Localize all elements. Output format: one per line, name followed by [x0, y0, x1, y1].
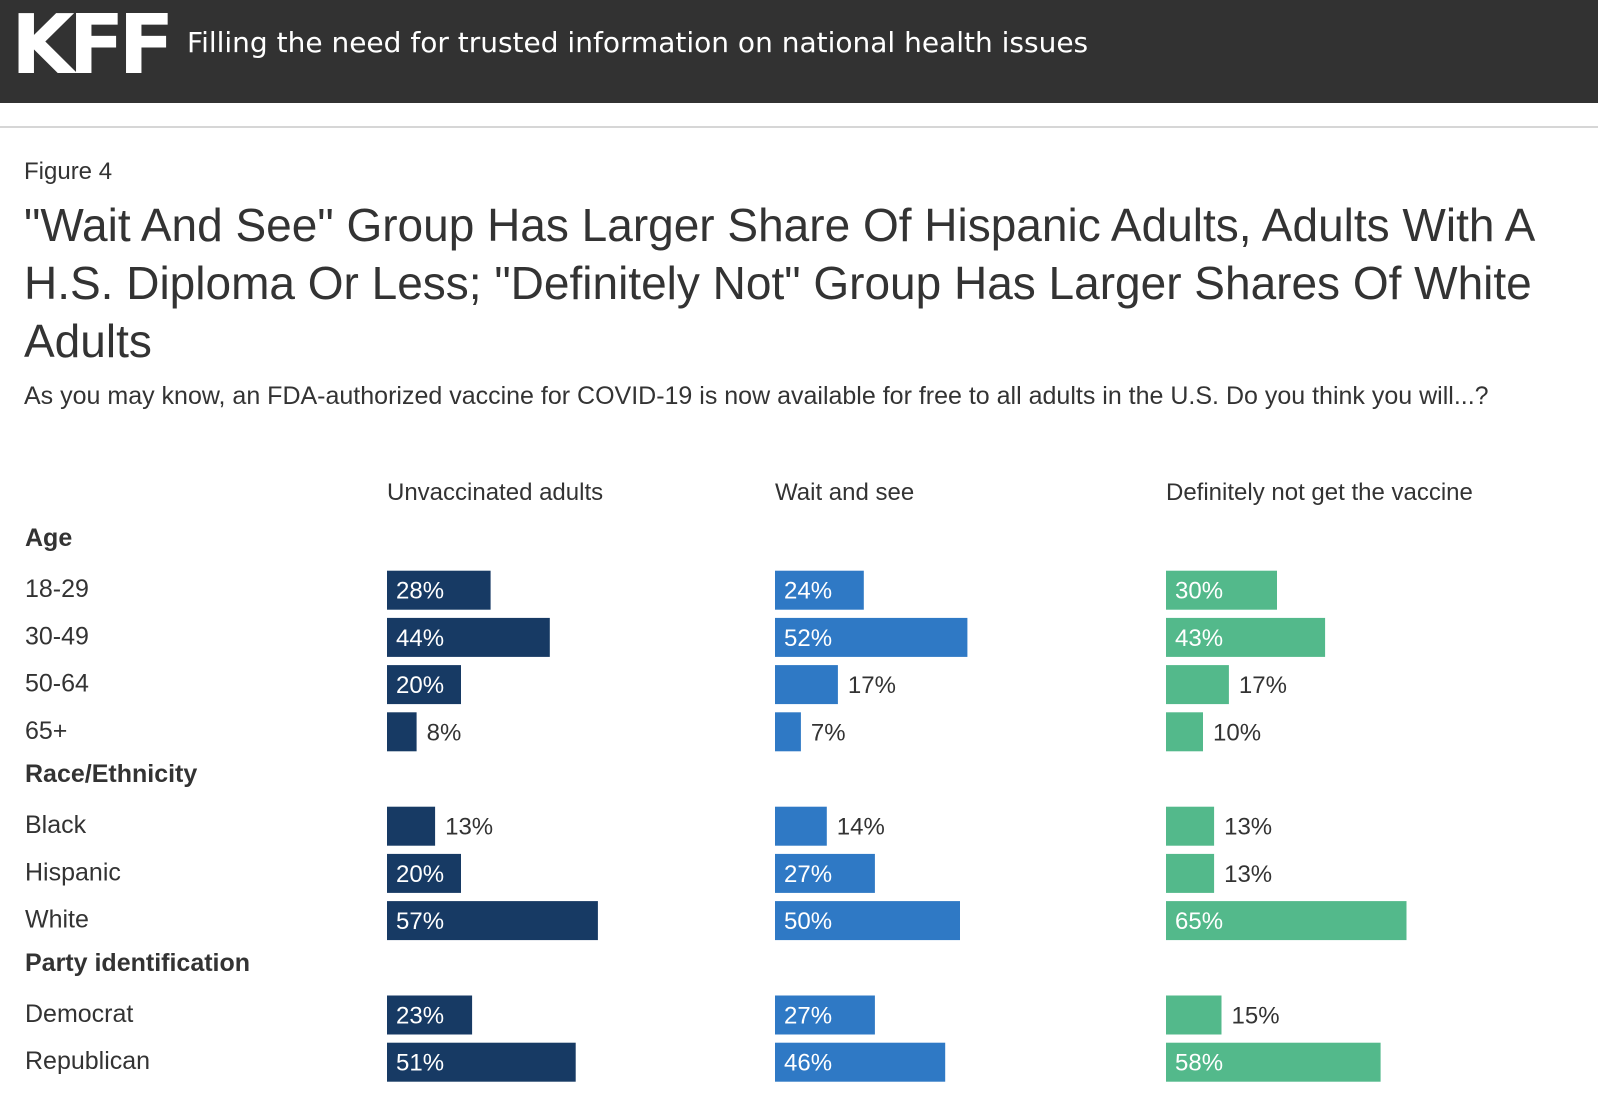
group-heading-age: Age [25, 524, 72, 552]
site-header: KFF Filling the need for trusted informa… [0, 0, 1598, 103]
row-label-hispanic: Hispanic [25, 858, 121, 886]
bar-wait-and-see-18-29 [775, 570, 864, 610]
data-label-definitely-not-get-the-vaccine-18-29: 30% [1175, 578, 1223, 605]
data-label-definitely-not-get-the-vaccine-white: 65% [1175, 908, 1223, 935]
kff-logo[interactable]: KFF [11, 0, 175, 93]
bar-wait-and-see-hispanic [775, 853, 875, 893]
bar-definitely-not-get-the-vaccine-65 [1166, 712, 1203, 752]
bar-unvaccinated-adults-50-64 [387, 665, 461, 705]
bar-definitely-not-get-the-vaccine-50-64 [1166, 665, 1229, 705]
data-label-definitely-not-get-the-vaccine-black: 13% [1224, 814, 1272, 841]
data-label-unvaccinated-adults-black: 13% [445, 814, 493, 841]
bar-unvaccinated-adults-white [387, 901, 598, 941]
data-label-definitely-not-get-the-vaccine-democrat: 15% [1232, 1003, 1280, 1030]
bar-unvaccinated-adults-30-49 [387, 617, 550, 657]
data-label-unvaccinated-adults-hispanic: 20% [396, 861, 444, 888]
bar-definitely-not-get-the-vaccine-18-29 [1166, 570, 1277, 610]
data-label-wait-and-see-50-64: 17% [848, 672, 896, 699]
divider [0, 126, 1598, 128]
chart-title: "Wait And See" Group Has Larger Share Of… [24, 199, 1533, 367]
row-label-democrat: Democrat [25, 1000, 133, 1028]
data-label-wait-and-see-white: 50% [784, 908, 832, 935]
data-label-wait-and-see-65: 7% [811, 719, 846, 746]
data-label-definitely-not-get-the-vaccine-65: 10% [1213, 719, 1261, 746]
bar-definitely-not-get-the-vaccine-white [1166, 901, 1407, 941]
bar-unvaccinated-adults-65 [387, 712, 417, 752]
bar-definitely-not-get-the-vaccine-republican [1166, 1042, 1381, 1082]
bar-definitely-not-get-the-vaccine-democrat [1166, 995, 1222, 1035]
bar-wait-and-see-black [775, 806, 827, 846]
bar-definitely-not-get-the-vaccine-black [1166, 806, 1215, 846]
data-label-wait-and-see-18-29: 24% [784, 578, 832, 605]
bar-definitely-not-get-the-vaccine-hispanic [1166, 853, 1215, 893]
data-label-wait-and-see-democrat: 27% [784, 1003, 832, 1030]
series-header-definitely-not-get-the-vaccine: Definitely not get the vaccine [1166, 479, 1473, 506]
data-label-wait-and-see-republican: 46% [784, 1050, 832, 1077]
data-label-definitely-not-get-the-vaccine-hispanic: 13% [1224, 861, 1272, 888]
data-label-wait-and-see-black: 14% [837, 814, 885, 841]
bar-wait-and-see-white [775, 901, 960, 941]
data-label-unvaccinated-adults-30-49: 44% [396, 625, 444, 652]
bar-unvaccinated-adults-18-29 [387, 570, 491, 610]
bar-wait-and-see-democrat [775, 995, 875, 1035]
row-label-black: Black [25, 811, 87, 839]
figure-label: Figure 4 [24, 158, 113, 185]
bar-unvaccinated-adults-hispanic [387, 853, 461, 893]
row-label-republican: Republican [25, 1047, 150, 1075]
row-label-50-64: 50-64 [25, 670, 89, 698]
data-label-unvaccinated-adults-white: 57% [396, 908, 444, 935]
row-label-30-49: 30-49 [25, 622, 89, 650]
data-label-wait-and-see-hispanic: 27% [784, 861, 832, 888]
bar-chart: Unvaccinated adults Wait and see Definitel… [25, 479, 1473, 1082]
data-label-unvaccinated-adults-50-64: 20% [396, 672, 444, 699]
group-heading-party-identification: Party identification [25, 949, 250, 977]
data-label-unvaccinated-adults-republican: 51% [396, 1050, 444, 1077]
chart-subtitle: As you may know, an FDA-authorized vacci… [24, 382, 1489, 410]
data-label-unvaccinated-adults-65: 8% [427, 719, 462, 746]
bar-wait-and-see-30-49 [775, 617, 968, 657]
row-label-white: White [25, 906, 89, 934]
series-header-unvaccinated-adults: Unvaccinated adults [387, 479, 603, 506]
bar-wait-and-see-republican [775, 1042, 946, 1082]
bar-wait-and-see-50-64 [775, 665, 838, 705]
data-label-definitely-not-get-the-vaccine-50-64: 17% [1239, 672, 1287, 699]
row-label-65: 65+ [25, 717, 67, 745]
bar-wait-and-see-65 [775, 712, 801, 752]
bar-definitely-not-get-the-vaccine-30-49 [1166, 617, 1326, 657]
data-label-definitely-not-get-the-vaccine-30-49: 43% [1175, 625, 1223, 652]
data-label-unvaccinated-adults-democrat: 23% [396, 1003, 444, 1030]
data-label-unvaccinated-adults-18-29: 28% [396, 578, 444, 605]
bar-unvaccinated-adults-black [387, 806, 436, 846]
data-label-wait-and-see-30-49: 52% [784, 625, 832, 652]
bar-unvaccinated-adults-democrat [387, 995, 473, 1035]
data-label-definitely-not-get-the-vaccine-republican: 58% [1175, 1050, 1223, 1077]
series-header-wait-and-see: Wait and see [775, 479, 914, 506]
row-label-18-29: 18-29 [25, 575, 89, 603]
bar-unvaccinated-adults-republican [387, 1042, 576, 1082]
group-heading-race-ethnicity: Race/Ethnicity [25, 760, 197, 788]
site-tagline: Filling the need for trusted information… [187, 26, 1089, 59]
